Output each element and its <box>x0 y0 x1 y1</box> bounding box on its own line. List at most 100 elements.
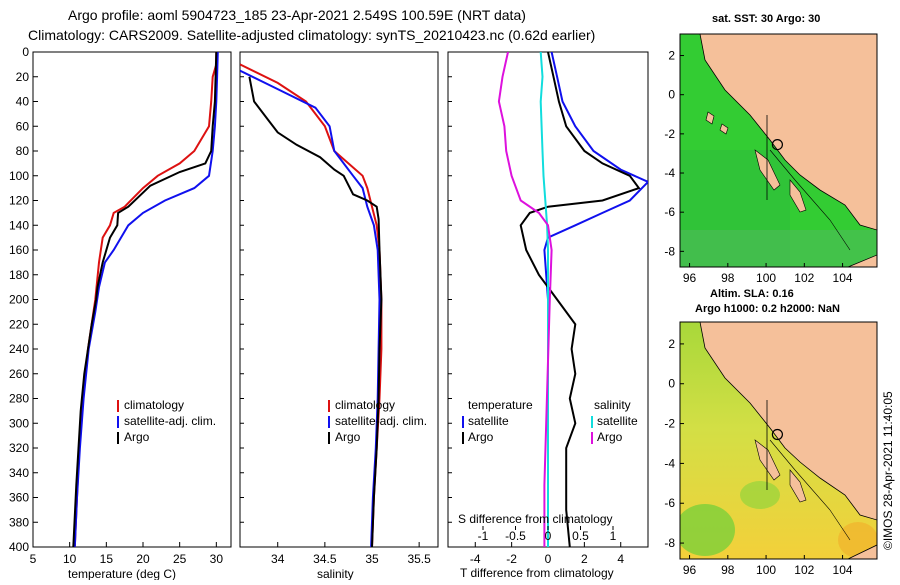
series-line-climatology <box>240 63 383 547</box>
map-y-tick-label: -2 <box>664 417 675 431</box>
map-x-tick-label: 104 <box>833 563 853 577</box>
legend-label-t-satellite: satellite <box>468 414 509 428</box>
series-line-satellite-adj-clim- <box>240 69 381 547</box>
legend-label-argo: Argo <box>124 430 150 444</box>
sst-map: sat. SST: 30 Argo: 30 96 98 100 102 104 2 0 -2 -… <box>664 13 878 285</box>
map-y-tick-label: 0 <box>668 377 675 391</box>
sla-map: Altim. SLA: 0.16 Argo h1000: 0.2 h2000: … <box>664 288 878 577</box>
sla-argo-marker <box>771 428 784 441</box>
sst-sea-shade-south <box>680 230 877 267</box>
sst-island <box>705 111 715 125</box>
sst-map-title: sat. SST: 30 Argo: 30 <box>712 13 820 25</box>
x-tick-label: -2 <box>506 552 517 566</box>
x-tick-label: -4 <box>470 552 481 566</box>
map-x-tick-label: 98 <box>721 271 735 285</box>
x-tick-label: 15 <box>100 552 114 566</box>
x-tick-label: 20 <box>136 552 150 566</box>
y-tick-label: 100 <box>9 169 29 183</box>
temperature-ticks: 5 10 15 20 25 3002040608010012014016018020022… <box>9 45 223 566</box>
x-tick-label: 5 <box>30 552 37 566</box>
sst-island <box>719 123 729 135</box>
y-tick-label: 300 <box>9 416 29 430</box>
difference-panel: -4 -2 0 2 4 T difference from climatology S … <box>447 51 649 580</box>
difference-legend: temperature salinity satellite Argo sate… <box>462 398 638 444</box>
y-tick-label: 140 <box>9 218 29 232</box>
top-x-tick-label: -1 <box>478 529 489 543</box>
x-tick-label: 0 <box>545 552 552 566</box>
legend-label-satellite: satellite-adj. clim. <box>124 414 216 428</box>
sst-island-pagai <box>789 179 807 213</box>
y-tick-label: 240 <box>9 342 29 356</box>
temperature-xlabel: temperature (deg C) <box>68 567 176 580</box>
x-tick-label: 25 <box>173 552 187 566</box>
salinity-xlabel: salinity <box>317 567 354 580</box>
map-x-tick-label: 102 <box>794 563 814 577</box>
map-y-tick-label: -8 <box>664 244 675 258</box>
legend-label-t-argo: Argo <box>468 430 494 444</box>
map-x-tick-label: 96 <box>683 271 697 285</box>
sla-green-anomaly <box>740 481 780 509</box>
y-tick-label: 40 <box>16 95 30 109</box>
diff-line-temperature-argo <box>519 52 641 547</box>
legend-label-s-satellite: satellite <box>597 414 638 428</box>
temperature-axes-frame <box>32 51 232 548</box>
map-y-tick-label: -6 <box>664 205 675 219</box>
legend-label-argo: Argo <box>335 430 361 444</box>
imos-watermark: ©IMOS 28-Apr-2021 11:40:05 <box>881 391 895 550</box>
map-x-tick-label: 102 <box>794 271 814 285</box>
map-x-tick-label: 100 <box>756 271 776 285</box>
salinity-ticks: 34 34.5 35 35.5 <box>240 51 431 566</box>
y-tick-label: 320 <box>9 441 29 455</box>
x-tick-label: 34.5 <box>313 552 337 566</box>
sst-argo-marker <box>771 139 784 151</box>
sst-map-ticks: 96 98 100 102 104 2 0 -2 -4 -6 -8 <box>664 49 853 285</box>
x-tick-label: 35 <box>365 552 379 566</box>
map-x-tick-label: 104 <box>833 271 853 285</box>
sla-contour <box>769 439 851 541</box>
y-tick-label: 0 <box>22 45 29 59</box>
sla-island-pagai <box>789 469 807 503</box>
y-tick-label: 220 <box>9 317 29 331</box>
map-y-tick-label: 2 <box>668 49 675 63</box>
top-x-tick-label: 0.5 <box>572 529 589 543</box>
legend-label-s-argo: Argo <box>597 430 623 444</box>
temperature-lines <box>72 52 219 547</box>
sla-land-sumatra <box>699 322 877 521</box>
y-tick-label: 120 <box>9 194 29 208</box>
x-tick-label: 34 <box>271 552 285 566</box>
salinity-diff-ticks: -1 -0.5 0 0.5 1 <box>478 526 617 543</box>
map-x-tick-label: 96 <box>683 563 697 577</box>
diff-line-temperature-satellite <box>543 52 648 547</box>
sst-land-java <box>847 254 877 267</box>
map-y-tick-label: -2 <box>664 127 675 141</box>
y-tick-label: 340 <box>9 466 29 480</box>
map-y-tick-label: 0 <box>668 88 675 102</box>
x-tick-label: 2 <box>581 552 588 566</box>
map-x-tick-label: 100 <box>756 563 776 577</box>
map-y-tick-label: -8 <box>664 536 675 550</box>
salinity-legend: climatology satellite-adj. clim. Argo <box>328 398 427 444</box>
y-tick-label: 180 <box>9 268 29 282</box>
y-tick-label: 160 <box>9 243 29 257</box>
series-line-satellite-adj-clim- <box>73 52 219 547</box>
title-line1: Argo profile: aoml 5904723_185 23-Apr-20… <box>68 7 526 23</box>
map-y-tick-label: 2 <box>668 337 675 351</box>
legend-label-climatology: climatology <box>124 398 184 412</box>
map-y-tick-label: -4 <box>664 166 675 180</box>
sst-island-siberut <box>754 149 781 191</box>
sla-land-java <box>847 544 877 559</box>
series-line-argo <box>72 52 218 547</box>
sla-map-title-line1: Altim. SLA: 0.16 <box>710 288 794 300</box>
map-x-tick-label: 98 <box>721 563 735 577</box>
difference-top-xlabel: S difference from climatology <box>458 512 613 526</box>
sla-map-title-line2: Argo h1000: 0.2 h2000: NaN <box>695 303 840 315</box>
y-tick-label: 400 <box>9 540 29 554</box>
diff-line-salinity-satellite <box>539 52 549 547</box>
sla-green-anomaly <box>680 504 735 556</box>
temperature-panel: 5 10 15 20 25 3002040608010012014016018020022… <box>9 45 232 581</box>
temperature-legend: climatology satellite-adj. clim. Argo <box>117 398 216 444</box>
y-tick-label: 260 <box>9 367 29 381</box>
legend-title-salinity: salinity <box>594 398 631 412</box>
salinity-lines <box>240 63 383 547</box>
